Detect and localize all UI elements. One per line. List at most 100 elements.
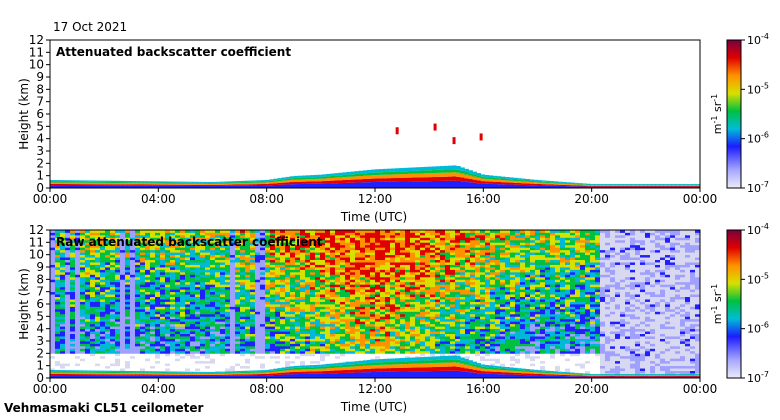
heatmap-cell bbox=[170, 299, 176, 302]
backscatter-band bbox=[115, 185, 120, 188]
heatmap-cell bbox=[65, 358, 71, 362]
heatmap-cell bbox=[90, 296, 96, 300]
heatmap-cell bbox=[205, 230, 211, 233]
heatmap-cell bbox=[335, 328, 341, 332]
backscatter-band bbox=[147, 185, 152, 188]
heatmap-cell bbox=[325, 348, 331, 352]
heatmap-cell bbox=[360, 262, 366, 265]
heatmap-cell bbox=[130, 368, 136, 371]
heatmap-cell bbox=[390, 345, 396, 349]
heatmap-cell bbox=[315, 257, 321, 260]
heatmap-cell bbox=[235, 341, 241, 344]
heatmap-cell bbox=[90, 286, 96, 290]
heatmap-cell bbox=[240, 326, 246, 330]
heatmap-cell bbox=[245, 345, 251, 349]
heatmap-cell bbox=[230, 353, 236, 357]
heatmap-cell bbox=[385, 232, 391, 236]
heatmap-cell bbox=[185, 254, 191, 258]
backscatter-band bbox=[232, 181, 238, 183]
heatmap-cell bbox=[390, 301, 396, 305]
heatmap-cell bbox=[165, 232, 171, 236]
heatmap-cell bbox=[280, 289, 286, 293]
heatmap-cell bbox=[90, 271, 96, 275]
heatmap-cell bbox=[275, 345, 281, 349]
heatmap-cell bbox=[360, 331, 366, 334]
heatmap-cell bbox=[70, 358, 76, 362]
heatmap-cell bbox=[140, 345, 146, 349]
heatmap-cell bbox=[85, 363, 91, 367]
heatmap-cell bbox=[275, 328, 281, 332]
heatmap-cell bbox=[75, 264, 81, 268]
backscatter-band bbox=[500, 176, 506, 179]
colorbar-tick-label: 10-6 bbox=[747, 131, 769, 146]
heatmap-cell bbox=[345, 294, 351, 297]
heatmap-cell bbox=[185, 326, 191, 330]
backscatter-band bbox=[139, 182, 144, 184]
heatmap-cell bbox=[185, 368, 191, 371]
heatmap-cell bbox=[55, 308, 61, 312]
heatmap-cell bbox=[50, 306, 56, 310]
heatmap-cell bbox=[345, 333, 351, 337]
heatmap-cell bbox=[220, 365, 226, 369]
heatmap-cell bbox=[110, 291, 116, 295]
heatmap-cell bbox=[75, 289, 81, 293]
heatmap-cell bbox=[165, 304, 171, 307]
backscatter-band bbox=[245, 180, 250, 182]
heatmap-cell bbox=[275, 271, 281, 275]
heatmap-cell bbox=[240, 276, 246, 280]
backscatter-band bbox=[639, 184, 644, 186]
backscatter-band bbox=[671, 186, 677, 188]
heatmap-cell bbox=[320, 358, 326, 362]
backscatter-band bbox=[561, 183, 567, 185]
heatmap-cell bbox=[380, 353, 386, 357]
heatmap-cell bbox=[75, 254, 81, 258]
heatmap-cell bbox=[75, 234, 81, 238]
heatmap-cell bbox=[275, 274, 281, 278]
heatmap-cell bbox=[245, 308, 251, 312]
heatmap-cell bbox=[180, 348, 186, 352]
heatmap-cell bbox=[150, 353, 156, 357]
heatmap-cell bbox=[290, 267, 296, 270]
heatmap-cell bbox=[295, 326, 301, 330]
backscatter-band bbox=[269, 183, 274, 186]
heatmap-cell bbox=[225, 301, 231, 305]
heatmap-cell bbox=[100, 304, 106, 307]
heatmap-cell bbox=[380, 313, 386, 317]
heatmap-cell bbox=[120, 284, 126, 288]
heatmap-cell bbox=[380, 291, 386, 295]
heatmap-cell bbox=[50, 281, 56, 285]
heatmap-cell bbox=[105, 345, 111, 349]
heatmap-cell bbox=[375, 321, 381, 325]
heatmap-cell bbox=[195, 271, 201, 275]
heatmap-cell bbox=[355, 234, 361, 238]
heatmap-cell bbox=[295, 230, 301, 233]
heatmap-cell bbox=[90, 306, 96, 310]
y-tick-label: 6 bbox=[36, 107, 44, 121]
heatmap-cell bbox=[190, 333, 196, 337]
backscatter-band bbox=[598, 186, 603, 188]
heatmap-cell bbox=[125, 333, 131, 337]
heatmap-cell bbox=[350, 262, 356, 265]
backscatter-band bbox=[358, 173, 364, 177]
heatmap-cell bbox=[75, 341, 81, 344]
heatmap-cell bbox=[320, 244, 326, 248]
heatmap-cell bbox=[375, 239, 381, 243]
heatmap-cell bbox=[240, 348, 246, 352]
heatmap-cell bbox=[335, 331, 341, 334]
backscatter-band bbox=[594, 184, 599, 186]
backscatter-band bbox=[240, 183, 246, 185]
heatmap-cell bbox=[215, 289, 221, 293]
heatmap-cell bbox=[140, 296, 146, 300]
heatmap-cell bbox=[170, 286, 176, 290]
heatmap-cell bbox=[130, 259, 136, 263]
heatmap-cell bbox=[280, 267, 286, 270]
heatmap-cell bbox=[205, 353, 211, 357]
heatmap-cell bbox=[65, 311, 71, 315]
heatmap-cell bbox=[315, 306, 321, 310]
heatmap-cell bbox=[110, 262, 116, 265]
heatmap-cell bbox=[130, 353, 136, 357]
heatmap-cell bbox=[165, 294, 171, 297]
heatmap-cell bbox=[90, 355, 96, 359]
heatmap-cell bbox=[385, 249, 391, 253]
